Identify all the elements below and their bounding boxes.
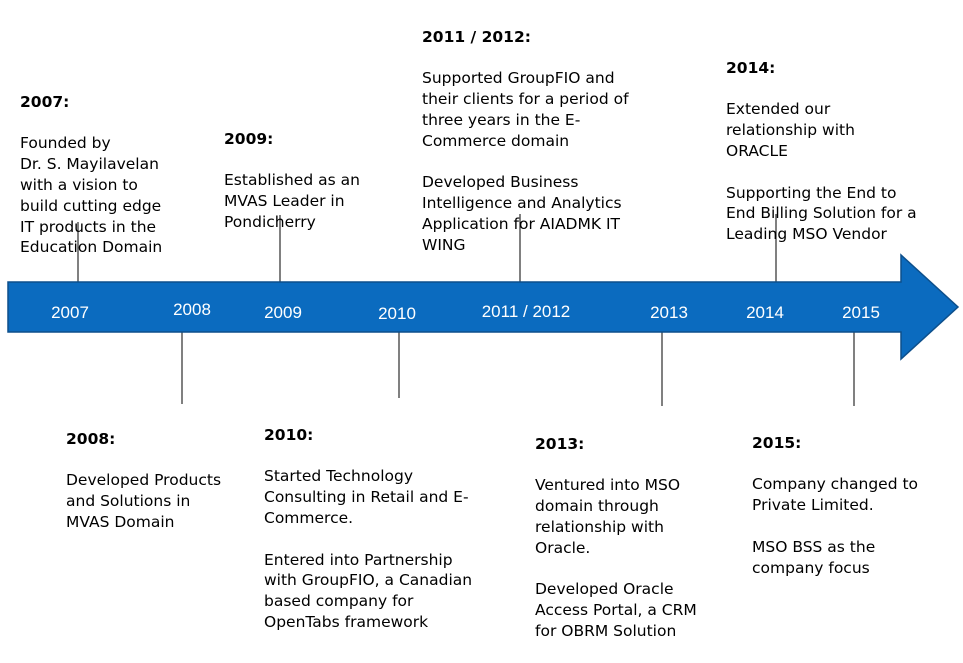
event-description: Company changed to Private Limited. MSO … [752, 475, 919, 577]
event-title: 2013: [535, 434, 585, 453]
event-title: 2008: [66, 429, 116, 448]
event-description: Established as an MVAS Leader in Pondich… [224, 171, 360, 231]
event-description: Started Technology Consulting in Retail … [264, 467, 473, 631]
year-label-2009: 2009 [264, 303, 302, 322]
event-description: Supported GroupFIO and their clients for… [422, 69, 629, 254]
timeline-diagram: 2007 2008 2009 2010 2011 / 2012 2013 201… [7, 214, 960, 406]
event-title: 2007: [20, 92, 70, 111]
event-2010: 2010: Started Technology Consulting in R… [264, 404, 472, 654]
year-label-2014: 2014 [746, 303, 784, 322]
event-2014: 2014: Extended our relationship with ORA… [726, 37, 917, 266]
year-label-2010: 2010 [378, 304, 416, 323]
timeline-arrow [7, 253, 960, 361]
event-2007: 2007: Founded by Dr. S. Mayilavelan with… [20, 71, 162, 279]
year-label-2015: 2015 [842, 303, 880, 322]
event-title: 2009: [224, 129, 274, 148]
event-2011-2012: 2011 / 2012: Supported GroupFIO and thei… [422, 6, 629, 276]
event-description: Extended our relationship with ORACLE Su… [726, 100, 917, 244]
event-2008: 2008: Developed Products and Solutions i… [66, 408, 221, 554]
event-2015: 2015: Company changed to Private Limited… [752, 412, 918, 599]
event-title: 2010: [264, 425, 314, 444]
event-description: Ventured into MSO domain through relatio… [535, 476, 697, 640]
year-label-2008: 2008 [173, 300, 211, 319]
year-label-2013: 2013 [650, 303, 688, 322]
event-title: 2014: [726, 58, 776, 77]
event-description: Developed Products and Solutions in MVAS… [66, 471, 222, 531]
year-label-2011-2012: 2011 / 2012 [482, 302, 571, 321]
event-title: 2015: [752, 433, 802, 452]
event-title: 2011 / 2012: [422, 27, 531, 46]
event-description: Founded by Dr. S. Mayilavelan with a vis… [20, 134, 163, 257]
event-2009: 2009: Established as an MVAS Leader in P… [224, 108, 360, 254]
event-2013: 2013: Ventured into MSO domain through r… [535, 413, 697, 663]
year-label-2007: 2007 [51, 303, 89, 322]
